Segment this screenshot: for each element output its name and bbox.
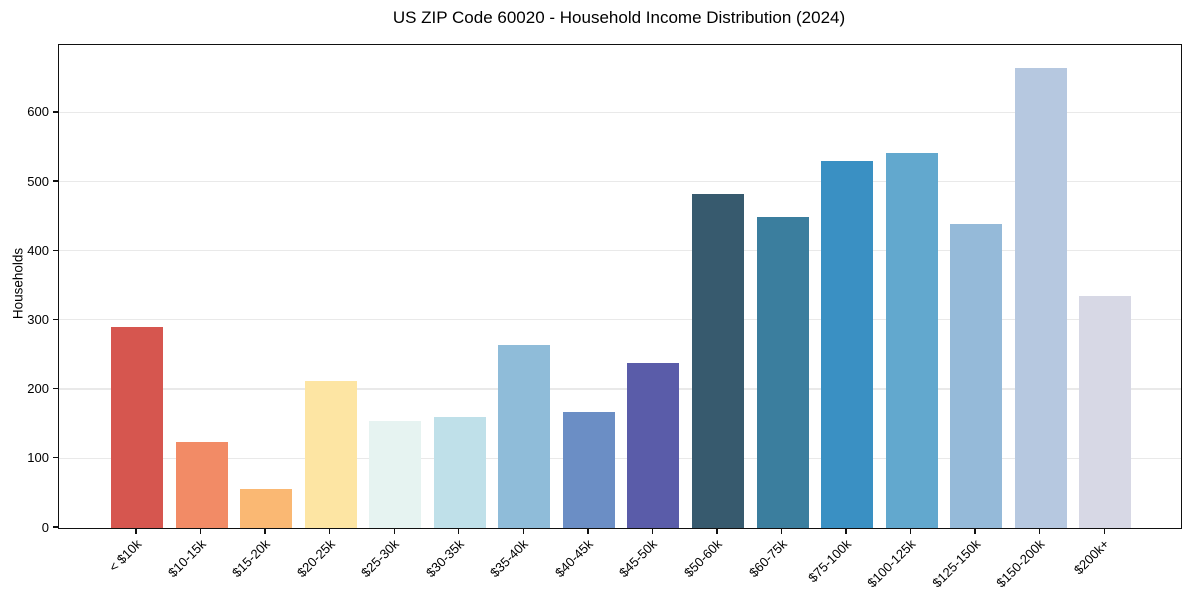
y-tick-mark-100 [53,457,58,459]
x-tick-mark-$15-20k [264,528,266,534]
bar-$200k+ [1079,295,1132,528]
y-tick-label-0: 0 [41,519,49,535]
x-tick-mark-$60-75k [780,528,783,534]
x-tick-label-$40-45k: $40-45k [551,536,596,581]
x-tick-label-$45-50k: $45-50k [616,536,661,581]
x-tick-mark-$100-125k [909,528,912,534]
y-tick-mark-0 [53,526,58,528]
x-tick-mark-$150-200k [1039,528,1041,534]
x-tick-mark-$75-100k [845,528,847,534]
x-tick-label-$50-60k: $50-60k [681,536,725,581]
y-tick-label-500: 500 [27,173,49,189]
gridline-200 [59,388,1181,390]
bar-$125-150k [950,223,1003,528]
x-tick-label-$125-150k: $125-150k [928,536,984,590]
y-tick-mark-200 [53,387,58,390]
x-tick-label-$10-15k: $10-15k [164,536,209,581]
gridline-100 [59,457,1181,459]
y-tick-label-100: 100 [27,450,49,466]
bar-$30-35k [433,416,486,528]
gridline-400 [59,250,1181,252]
bar-$10-15k [175,441,228,528]
bar-$25-30k [369,421,422,528]
y-tick-label-300: 300 [27,311,49,327]
x-tick-label-$75-100k: $75-100k [805,536,854,586]
x-tick-mark-$200k+ [1103,528,1105,534]
x-tick-mark-$40-45k [587,528,589,534]
x-tick-mark-$10-15k [199,528,202,534]
x-tick-label-$150-200k: $150-200k [993,536,1048,590]
bar-$35-40k [498,345,551,528]
x-tick-mark-$50-60k [716,528,718,534]
chart-title: US ZIP Code 60020 - Household Income Dis… [392,8,846,27]
x-tick-mark-$25-30k [393,528,395,534]
bar-$100-125k [885,152,938,528]
bar-$60-75k [756,217,809,528]
x-tick-mark-$45-50k [651,528,654,534]
gridline-600 [59,111,1181,113]
x-tick-mark-$20-25k [328,528,331,534]
x-tick-label-$15-20k: $15-20k [229,536,274,581]
x-tick-mark-$35-40k [522,528,524,534]
y-tick-mark-400 [53,249,58,251]
bar-$20-25k [304,380,357,528]
bar-$45-50k [627,362,680,528]
bar-$150-200k [1014,67,1067,528]
y-tick-mark-500 [53,180,58,182]
y-tick-mark-300 [53,318,58,321]
y-tick-mark-600 [53,111,58,113]
x-tick-label-$60-75k: $60-75k [745,536,790,581]
gridline-300 [59,319,1181,321]
y-tick-label-200: 200 [27,381,49,397]
y-tick-label-600: 600 [27,104,49,120]
x-tick-label-$35-40k: $35-40k [487,536,532,581]
x-tick-label-$200k+: $200k+ [1071,536,1113,578]
x-tick-label-$30-35k: $30-35k [422,536,467,581]
bar-$75-100k [821,160,874,528]
bar-$15-20k [240,488,293,528]
x-tick-mark-$30-35k [458,528,460,534]
bar-< $10k [111,326,163,528]
bar-$50-60k [691,194,744,528]
x-tick-mark-$125-150k [974,528,976,534]
x-tick-mark-< $10k [135,528,137,534]
gridline-500 [59,180,1181,183]
x-tick-label-< $10k: < $10k [105,536,144,575]
x-tick-label-$20-25k: $20-25k [293,536,338,581]
bar-$40-45k [562,411,615,528]
plot-area [58,44,1182,529]
x-tick-label-$25-30k: $25-30k [358,536,403,581]
y-tick-label-400: 400 [27,242,49,258]
x-tick-label-$100-125k: $100-125k [864,536,919,590]
